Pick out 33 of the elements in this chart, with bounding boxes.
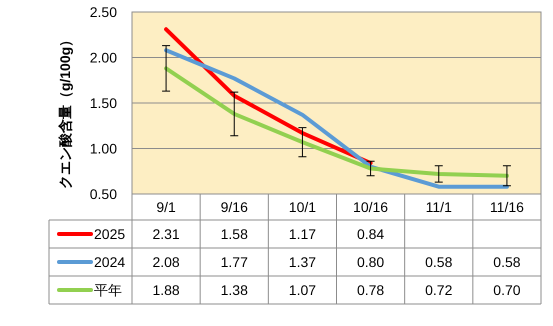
data-label: 0.72 xyxy=(425,282,453,298)
x-tick-label: 9/1 xyxy=(156,199,176,215)
line-series xyxy=(164,48,509,189)
data-label: 0.70 xyxy=(493,282,521,298)
y-axis-title: クエン酸含量（g/100g） xyxy=(57,32,73,190)
data-label: 0.80 xyxy=(356,254,384,270)
x-tick-label: 11/1 xyxy=(426,199,452,215)
data-label: 2.31 xyxy=(152,226,180,242)
legend-label: 2025 xyxy=(94,226,126,242)
data-label: 0.84 xyxy=(356,226,384,242)
line-series xyxy=(164,66,509,178)
data-label: 1.77 xyxy=(220,254,248,270)
data-label: 2.08 xyxy=(152,254,180,270)
data-label: 1.37 xyxy=(288,254,316,270)
x-tick-label: 9/16 xyxy=(220,199,248,215)
data-label: 1.58 xyxy=(220,226,248,242)
x-tick-label: 10/16 xyxy=(353,199,388,215)
legend-label: 平年 xyxy=(94,282,122,298)
y-tick-label: 1.50 xyxy=(90,95,118,111)
x-tick-label: 10/1 xyxy=(288,199,316,215)
data-label: 1.38 xyxy=(220,282,248,298)
y-tick-label: 0.50 xyxy=(90,186,118,202)
data-label: 0.78 xyxy=(356,282,384,298)
data-label: 1.88 xyxy=(152,282,180,298)
y-tick-label: 1.00 xyxy=(90,140,118,156)
data-label: 0.58 xyxy=(493,254,521,270)
data-label: 1.17 xyxy=(288,226,316,242)
y-tick-label: 2.00 xyxy=(90,50,118,66)
data-label: 1.07 xyxy=(288,282,316,298)
data-label: 0.58 xyxy=(425,254,453,270)
y-tick-label: 2.50 xyxy=(90,4,118,20)
legend-label: 2024 xyxy=(94,254,126,270)
x-tick-label: 11/16 xyxy=(490,199,524,215)
